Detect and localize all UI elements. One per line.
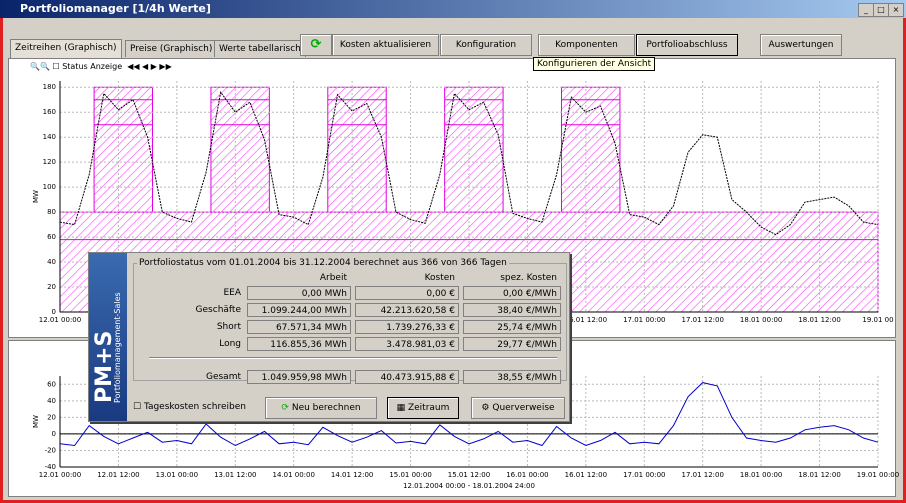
toolbar-button[interactable]: Komponenten (538, 34, 635, 56)
status-label: Status Anzeige (62, 62, 123, 71)
x-tick-label: 17.01 12:00 (681, 316, 723, 324)
x-tick-label: 18.01 12:00 (798, 316, 840, 324)
x-tick-label: 14.01 12:00 (331, 471, 373, 479)
column-header: Arbeit (319, 273, 347, 283)
row-label: EEA (223, 288, 241, 298)
x-tick-label: 15.01 12:00 (448, 471, 490, 479)
hatch-block (561, 86, 621, 213)
x-tick-label: 16.01 00:00 (506, 471, 548, 479)
y-tick-label: 60 (47, 380, 56, 388)
x-tick-label: 12.01 00:00 (39, 471, 81, 479)
x-tick-label: 16.01 12:00 (565, 471, 607, 479)
hatch-block (210, 86, 270, 213)
y-axis-label: MW (32, 415, 40, 428)
dialog: PM+S Portfoliomanagement-Sales Portfolio… (88, 252, 570, 422)
close[interactable]: × (888, 3, 904, 17)
x-tick-label: 14.01 00:00 (272, 471, 314, 479)
y-axis-label: MW (32, 190, 40, 203)
column-header: Kosten (424, 273, 455, 283)
x-tick-label: 17.01 00:00 (623, 471, 665, 479)
hatch-block (327, 86, 387, 213)
y-tick-label: 160 (43, 108, 56, 116)
x-tick-label: 15.01 00:00 (389, 471, 431, 479)
y-tick-label: 20 (47, 283, 56, 291)
toolbar-button[interactable]: Portfolioabschluss (636, 34, 738, 56)
x-tick-label: 12.01 00:00 (39, 316, 81, 324)
y-tick-label: 20 (47, 413, 56, 421)
button-label: Zeitraum (407, 403, 450, 413)
value-cell: 25,74 €/MWh (463, 320, 561, 334)
column-header: spez. Kosten (500, 273, 557, 283)
y-tick-label: 100 (43, 183, 56, 191)
y-tick-label: 0 (52, 308, 56, 316)
window-title: Portfoliomanager [1/4h Werte] (20, 2, 211, 15)
x-tick-label: 13.01 12:00 (214, 471, 256, 479)
row-label: Geschäfte (195, 305, 241, 315)
toolbar-button[interactable]: Kosten aktualisieren (332, 34, 439, 56)
title-bar: Portfoliomanager [1/4h Werte] (0, 0, 906, 18)
y-tick-label: -40 (45, 463, 56, 471)
y-tick-label: 120 (43, 158, 56, 166)
value-cell: 0,00 MWh (247, 286, 351, 300)
data-line (59, 90, 879, 236)
refresh-button[interactable]: ⟳ (300, 34, 332, 56)
value-cell: 38,40 €/MWh (463, 303, 561, 317)
tooltip: Konfigurieren der Ansicht (533, 57, 656, 71)
toolbar-button[interactable]: Auswertungen (760, 34, 842, 56)
y-tick-label: 60 (47, 233, 56, 241)
value-cell: 3.478.981,03 € (355, 337, 459, 351)
x-tick-label: 18.01 00:00 (740, 471, 782, 479)
y-tick-label: 40 (47, 258, 56, 266)
x-tick-label: 19.01 00:00 (857, 471, 899, 479)
y-tick-label: 80 (47, 208, 56, 216)
value-cell: 29,77 €/MWh (463, 337, 561, 351)
y-tick-label: 0 (52, 430, 56, 438)
checkbox-label: Tageskosten schreiben (143, 402, 246, 412)
x-tick-label: 18.01 00:00 (740, 316, 782, 324)
x-tick-label: 19.01 00 (862, 316, 893, 324)
x-tick-label: 16.01 12:00 (565, 316, 607, 324)
button-label: Neu berechnen (291, 403, 361, 413)
value-cell: 116.855,36 MWh (247, 337, 351, 351)
x-tick-label: 17.01 00:00 (623, 316, 665, 324)
value-cell: 38,55 €/MWh (463, 370, 561, 384)
value-cell: 42.213.620,58 € (355, 303, 459, 317)
hatch-block (444, 86, 504, 213)
row-label: Short (216, 322, 241, 332)
value-cell: 0,00 €/MWh (463, 286, 561, 300)
row-label: Long (219, 339, 241, 349)
dialog-button[interactable]: ▦ Zeitraum (387, 397, 459, 419)
logo-subtitle: Portfoliomanagement-Sales (113, 292, 122, 403)
y-tick-label: 180 (43, 83, 56, 91)
logo: PM+S Portfoliomanagement-Sales (89, 253, 127, 421)
value-cell: 1.739.276,33 € (355, 320, 459, 334)
x-tick-label: 13.01 00:00 (156, 471, 198, 479)
x-tick-label: 12.01 12:00 (97, 471, 139, 479)
dialog-button[interactable]: ⟳ Neu berechnen (265, 397, 377, 419)
x-tick-label: 18.01 12:00 (798, 471, 840, 479)
row-label: Gesamt (205, 372, 241, 382)
value-cell: 0,00 € (355, 286, 459, 300)
y-tick-label: 140 (43, 133, 56, 141)
x-axis-label: 12.01.2004 00:00 - 18.01.2004 24:00 (403, 482, 535, 490)
toolbar-button[interactable]: Konfiguration (440, 34, 532, 56)
value-cell: 40.473.915,88 € (355, 370, 459, 384)
data-line (59, 382, 879, 447)
y-tick-label: 40 (47, 397, 56, 405)
tab[interactable]: Zeitreihen (Graphisch) (10, 39, 122, 58)
separator (149, 357, 557, 359)
value-cell: 1.099.244,00 MWh (247, 303, 351, 317)
button-label: Querverweise (492, 403, 555, 413)
hatch-block (93, 86, 154, 213)
value-cell: 67.571,34 MWh (247, 320, 351, 334)
checkbox[interactable]: ☐ Tageskosten schreiben (133, 402, 246, 412)
x-tick-label: 17.01 12:00 (681, 471, 723, 479)
group-title: Portfoliostatus vom 01.01.2004 bis 31.12… (137, 258, 509, 268)
status-toggle[interactable]: 🔍🔍 ☐ Status Anzeige ◀◀ ◀ ▶ ▶▶ (30, 62, 172, 71)
dialog-button[interactable]: ⚙ Querverweise (471, 397, 565, 419)
value-cell: 1.049.959,98 MWh (247, 370, 351, 384)
y-tick-label: -20 (45, 446, 56, 454)
